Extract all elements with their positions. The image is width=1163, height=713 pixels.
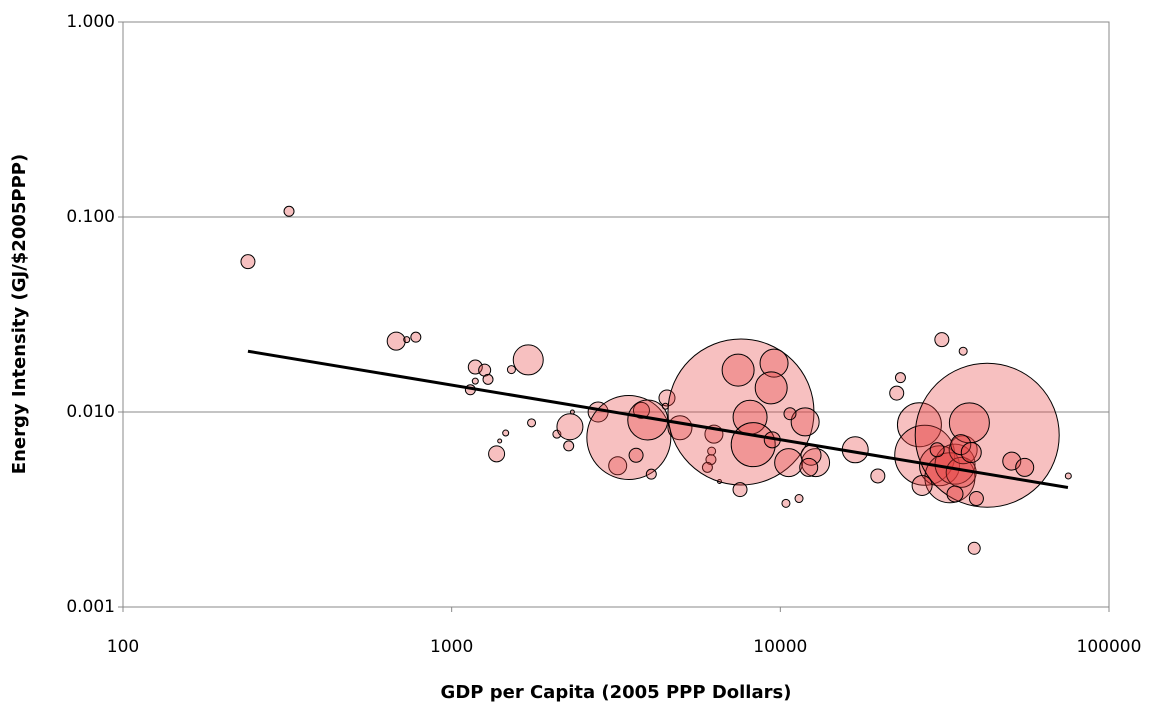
- x-axis-title: GDP per Capita (2005 PPP Dollars): [441, 682, 792, 703]
- bubble: [410, 331, 422, 343]
- bubble: [934, 332, 950, 348]
- bubble: [783, 407, 797, 421]
- bubble: [632, 401, 650, 419]
- bubble: [911, 474, 933, 496]
- bubble: [1015, 457, 1035, 477]
- bubble: [732, 482, 748, 498]
- bubble: [471, 377, 479, 385]
- y-tick-label: 0.100: [66, 207, 115, 227]
- bubble: [701, 461, 713, 473]
- bubble: [790, 407, 820, 437]
- bubble: [488, 445, 506, 463]
- bubble: [497, 438, 503, 444]
- bubble: [958, 346, 968, 356]
- bubble: [283, 205, 295, 217]
- bubble: [527, 418, 537, 428]
- x-tick-label: 10000: [753, 637, 807, 657]
- bubble: [608, 456, 628, 476]
- y-axis-title: Energy Intensity (GJ/$2005PPP): [9, 154, 30, 474]
- bubble: [569, 409, 575, 415]
- bubble: [889, 385, 905, 401]
- bubble: [894, 372, 906, 384]
- bubble: [721, 353, 755, 387]
- bubble: [707, 446, 717, 456]
- bubble: [794, 494, 804, 504]
- bubble: [667, 338, 815, 486]
- bubble: [386, 331, 406, 351]
- bubble: [645, 468, 657, 480]
- x-tick-label: 100000: [1077, 637, 1142, 657]
- x-tick-label: 100: [107, 637, 139, 657]
- y-tick-label: 1.000: [66, 12, 115, 32]
- bubble: [950, 434, 972, 456]
- bubble: [968, 491, 984, 507]
- bubble: [774, 448, 804, 478]
- bubble: [960, 441, 982, 463]
- bubble: [240, 254, 256, 270]
- bubble: [781, 498, 791, 508]
- bubble: [914, 362, 1060, 508]
- bubble: [556, 413, 584, 441]
- bubble: [563, 440, 575, 452]
- bubble: [661, 402, 669, 410]
- bubble: [658, 389, 676, 407]
- bubble: [896, 402, 942, 448]
- y-tick-label: 0.010: [66, 402, 115, 422]
- bubble: [929, 442, 945, 458]
- bubble: [946, 485, 964, 503]
- bubble: [482, 373, 494, 385]
- bubble: [759, 348, 789, 378]
- y-tick-label: 0.001: [66, 597, 115, 617]
- bubble: [1064, 472, 1072, 480]
- bubble: [870, 468, 886, 484]
- bubble: [502, 429, 510, 437]
- bubble: [799, 457, 819, 477]
- bubble: [403, 336, 411, 344]
- bubble: [967, 541, 981, 555]
- bubble: [754, 371, 788, 405]
- bubble: [506, 365, 516, 375]
- bubble: [628, 447, 644, 463]
- bubble: [512, 344, 544, 376]
- plot-area: [122, 21, 1110, 608]
- trend-line: [247, 349, 1069, 489]
- bubble: [894, 424, 956, 486]
- x-tick-label: 1000: [430, 637, 473, 657]
